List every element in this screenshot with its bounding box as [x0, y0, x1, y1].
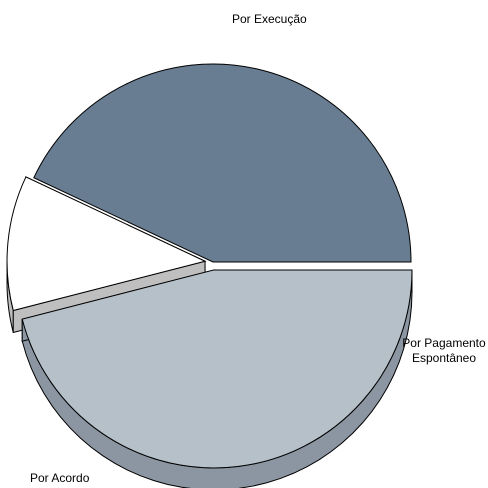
pie-slice-por-execucao [33, 63, 412, 263]
slice-label-por-acordo: Por Acordo [30, 471, 90, 485]
pie-slice-por-pagamento-espontaneo [6, 176, 207, 312]
pie-slice-por-acordo [21, 269, 413, 469]
slice-label-por-pagamento-espontaneo: Por Pagamento Espontâneo [402, 336, 486, 365]
slice-label-por-execucao: Por Execução [232, 12, 307, 26]
